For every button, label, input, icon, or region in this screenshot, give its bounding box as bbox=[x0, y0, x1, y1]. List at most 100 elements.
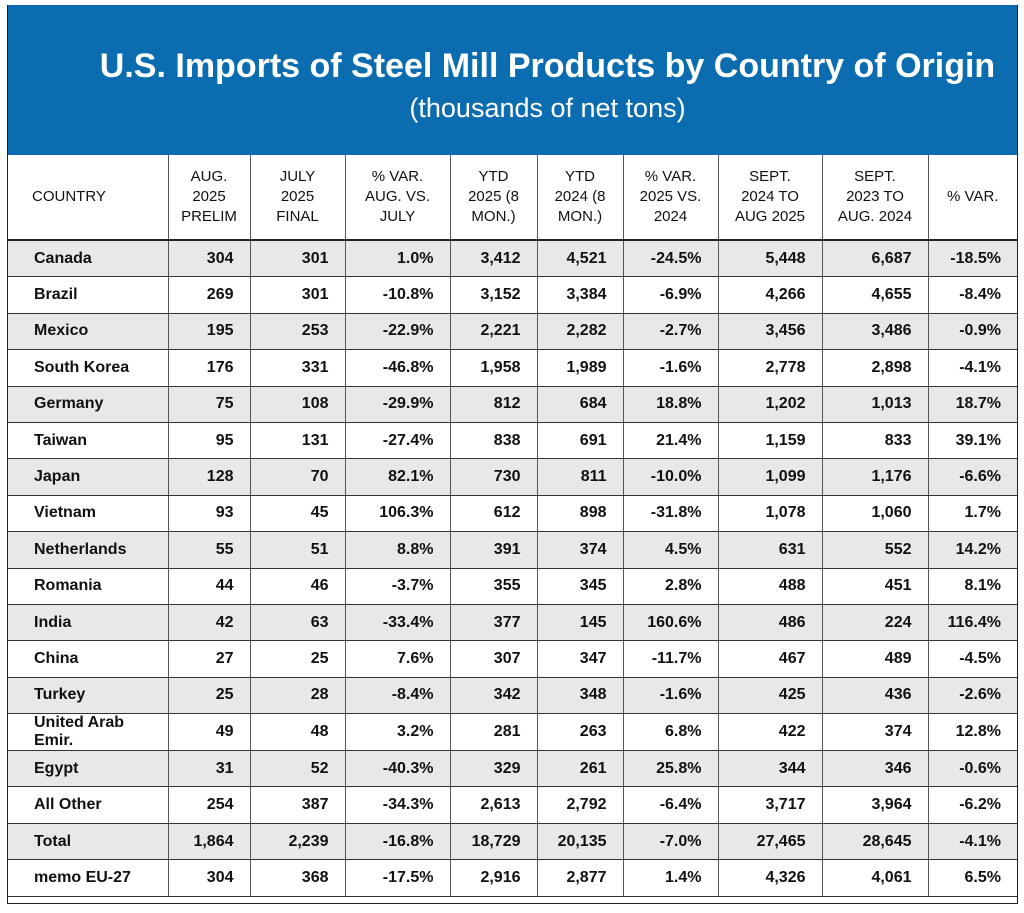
imports-table: COUNTRY AUG. 2025 PRELIM JULY 2025 FINAL % VAR.… bbox=[8, 155, 1017, 897]
title: U.S. Imports of Steel Mill Products by C… bbox=[99, 47, 996, 85]
column-header-line: 2023 TO bbox=[846, 188, 904, 205]
value-cell: -0.9% bbox=[927, 313, 1017, 351]
country-cell: Germany bbox=[8, 386, 168, 423]
value-cell: 44 bbox=[167, 568, 250, 605]
value-cell: 346 bbox=[821, 750, 928, 788]
value-cell: 898 bbox=[536, 495, 623, 533]
value-cell: 18.7% bbox=[927, 386, 1017, 423]
value-cell: 425 bbox=[717, 677, 822, 715]
column-header: YTD 2024 (8 MON.) bbox=[536, 155, 623, 241]
value-cell: 2,898 bbox=[821, 349, 928, 387]
value-cell: -46.8% bbox=[344, 349, 450, 387]
value-cell: 5,448 bbox=[717, 240, 822, 278]
column-header-line: PRELIM bbox=[181, 208, 237, 225]
column-header-line: YTD bbox=[478, 168, 509, 185]
column-header-line: JULY bbox=[379, 208, 416, 225]
value-cell: 269 bbox=[167, 276, 250, 314]
column-header-line: FINAL bbox=[276, 208, 319, 225]
column-header-line: 2024 bbox=[653, 208, 688, 225]
value-cell: -6.6% bbox=[927, 458, 1017, 496]
value-cell: 253 bbox=[249, 313, 345, 351]
table-row: Brazil 269 301 -10.8% 3,152 3,384 -6.9% 4,266 4,… bbox=[8, 276, 1017, 314]
column-header-line: 2025 (8 bbox=[468, 188, 519, 205]
value-cell: 82.1% bbox=[344, 458, 450, 496]
value-cell: 4,326 bbox=[717, 859, 822, 897]
value-cell: 2,239 bbox=[249, 823, 345, 861]
value-cell: 14.2% bbox=[927, 531, 1017, 569]
table-row: Taiwan 95 131 -27.4% 838 691 21.4% 1,159 833 39.1… bbox=[8, 422, 1017, 460]
table-row: Mexico 195 253 -22.9% 2,221 2,282 -2.7% 3,456 3,… bbox=[8, 313, 1017, 351]
value-cell: 486 bbox=[717, 604, 822, 642]
value-cell: 18,729 bbox=[449, 823, 537, 861]
country-cell: Brazil bbox=[8, 276, 168, 314]
value-cell: 52 bbox=[249, 750, 345, 788]
value-cell: -34.3% bbox=[344, 786, 450, 824]
column-header-line: SEPT. bbox=[854, 168, 896, 185]
table-row: Netherlands 55 51 8.8% 391 374 4.5% 631 552 14.2% bbox=[8, 531, 1017, 569]
value-cell: -6.2% bbox=[927, 786, 1017, 824]
value-cell: 4,061 bbox=[821, 859, 928, 897]
header-row: COUNTRY AUG. 2025 PRELIM JULY 2025 FINAL % VAR.… bbox=[8, 155, 1017, 241]
table-row: China 27 25 7.6% 307 347 -11.7% 467 489 -4.5% bbox=[8, 640, 1017, 678]
value-cell: 8.1% bbox=[927, 568, 1017, 605]
value-cell: 304 bbox=[167, 859, 250, 897]
value-cell: 552 bbox=[821, 531, 928, 569]
value-cell: 730 bbox=[449, 458, 537, 496]
value-cell: 631 bbox=[717, 531, 822, 569]
value-cell: 46 bbox=[249, 568, 345, 605]
value-cell: 2.8% bbox=[622, 568, 718, 605]
value-cell: 374 bbox=[536, 531, 623, 569]
value-cell: 4,655 bbox=[821, 276, 928, 314]
value-cell: 3,152 bbox=[449, 276, 537, 314]
column-header: AUG. 2025 PRELIM bbox=[167, 155, 250, 241]
value-cell: -18.5% bbox=[927, 240, 1017, 278]
value-cell: 160.6% bbox=[622, 604, 718, 642]
banner: U.S. Imports of Steel Mill Products by C… bbox=[8, 5, 1017, 155]
column-header: SEPT. 2024 TO AUG 2025 bbox=[717, 155, 822, 241]
table-row: Romania 44 46 -3.7% 355 345 2.8% 488 451 8.1% bbox=[8, 568, 1017, 605]
value-cell: 42 bbox=[167, 604, 250, 642]
value-cell: 422 bbox=[717, 713, 822, 752]
value-cell: -2.6% bbox=[927, 677, 1017, 715]
value-cell: 451 bbox=[821, 568, 928, 605]
value-cell: 12.8% bbox=[927, 713, 1017, 752]
value-cell: 7.6% bbox=[344, 640, 450, 678]
value-cell: 1,078 bbox=[717, 495, 822, 533]
value-cell: 95 bbox=[167, 422, 250, 460]
value-cell: -17.5% bbox=[344, 859, 450, 897]
value-cell: 18.8% bbox=[622, 386, 718, 423]
value-cell: 27 bbox=[167, 640, 250, 678]
value-cell: 28 bbox=[249, 677, 345, 715]
value-cell: 2,778 bbox=[717, 349, 822, 387]
value-cell: 348 bbox=[536, 677, 623, 715]
value-cell: 176 bbox=[167, 349, 250, 387]
value-cell: 39.1% bbox=[927, 422, 1017, 460]
column-header-line: COUNTRY bbox=[32, 188, 106, 205]
value-cell: 21.4% bbox=[622, 422, 718, 460]
column-header-line: YTD bbox=[565, 168, 595, 185]
country-cell: Romania bbox=[8, 568, 168, 605]
value-cell: 261 bbox=[536, 750, 623, 788]
country-cell: memo EU-27 bbox=[8, 859, 168, 897]
value-cell: 344 bbox=[717, 750, 822, 788]
country-cell: United Arab Emir. bbox=[8, 713, 168, 752]
column-header: % VAR. 2025 VS. 2024 bbox=[622, 155, 718, 241]
value-cell: 436 bbox=[821, 677, 928, 715]
country-cell: Turkey bbox=[8, 677, 168, 715]
value-cell: -24.5% bbox=[622, 240, 718, 278]
country-cell: Taiwan bbox=[8, 422, 168, 460]
value-cell: 25 bbox=[167, 677, 250, 715]
value-cell: -40.3% bbox=[344, 750, 450, 788]
value-cell: 63 bbox=[249, 604, 345, 642]
country-cell: China bbox=[8, 640, 168, 678]
value-cell: 3,717 bbox=[717, 786, 822, 824]
column-header-line: % VAR. bbox=[644, 168, 697, 185]
country-cell: Vietnam bbox=[8, 495, 168, 533]
value-cell: 6.8% bbox=[622, 713, 718, 752]
value-cell: -8.4% bbox=[927, 276, 1017, 314]
column-header: % VAR. AUG. VS. JULY bbox=[344, 155, 450, 241]
value-cell: 347 bbox=[536, 640, 623, 678]
country-cell: All Other bbox=[8, 786, 168, 824]
value-cell: 488 bbox=[717, 568, 822, 605]
value-cell: -4.1% bbox=[927, 823, 1017, 861]
